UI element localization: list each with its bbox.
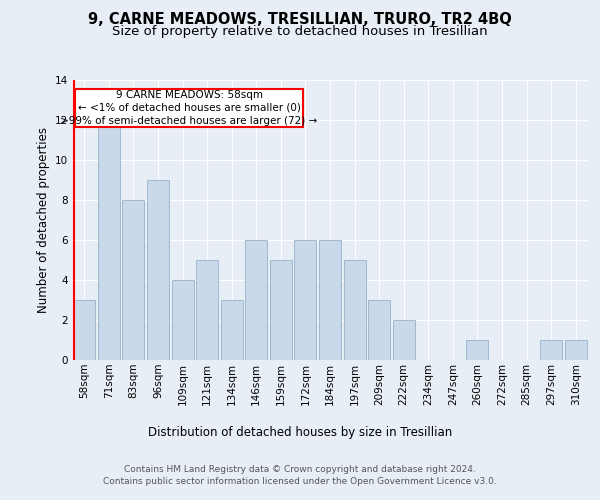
- Text: 9 CARNE MEADOWS: 58sqm: 9 CARNE MEADOWS: 58sqm: [115, 90, 263, 101]
- Bar: [196, 260, 218, 360]
- Bar: [565, 340, 587, 360]
- Bar: [172, 280, 194, 360]
- Bar: [98, 100, 120, 360]
- Text: ← <1% of detached houses are smaller (0): ← <1% of detached houses are smaller (0): [77, 103, 301, 113]
- Bar: [73, 300, 95, 360]
- Bar: [344, 260, 365, 360]
- Bar: [270, 260, 292, 360]
- Text: 9, CARNE MEADOWS, TRESILLIAN, TRURO, TR2 4BQ: 9, CARNE MEADOWS, TRESILLIAN, TRURO, TR2…: [88, 12, 512, 28]
- Text: Size of property relative to detached houses in Tresillian: Size of property relative to detached ho…: [112, 25, 488, 38]
- Bar: [392, 320, 415, 360]
- Text: >99% of semi-detached houses are larger (72) →: >99% of semi-detached houses are larger …: [61, 116, 317, 126]
- Bar: [147, 180, 169, 360]
- Text: Distribution of detached houses by size in Tresillian: Distribution of detached houses by size …: [148, 426, 452, 439]
- Bar: [122, 200, 145, 360]
- Text: Contains HM Land Registry data © Crown copyright and database right 2024.: Contains HM Land Registry data © Crown c…: [124, 464, 476, 473]
- Text: Contains public sector information licensed under the Open Government Licence v3: Contains public sector information licen…: [103, 476, 497, 486]
- Y-axis label: Number of detached properties: Number of detached properties: [37, 127, 50, 313]
- Bar: [319, 240, 341, 360]
- Bar: [540, 340, 562, 360]
- Bar: [466, 340, 488, 360]
- Bar: [368, 300, 390, 360]
- Bar: [295, 240, 316, 360]
- Bar: [245, 240, 268, 360]
- Bar: [221, 300, 243, 360]
